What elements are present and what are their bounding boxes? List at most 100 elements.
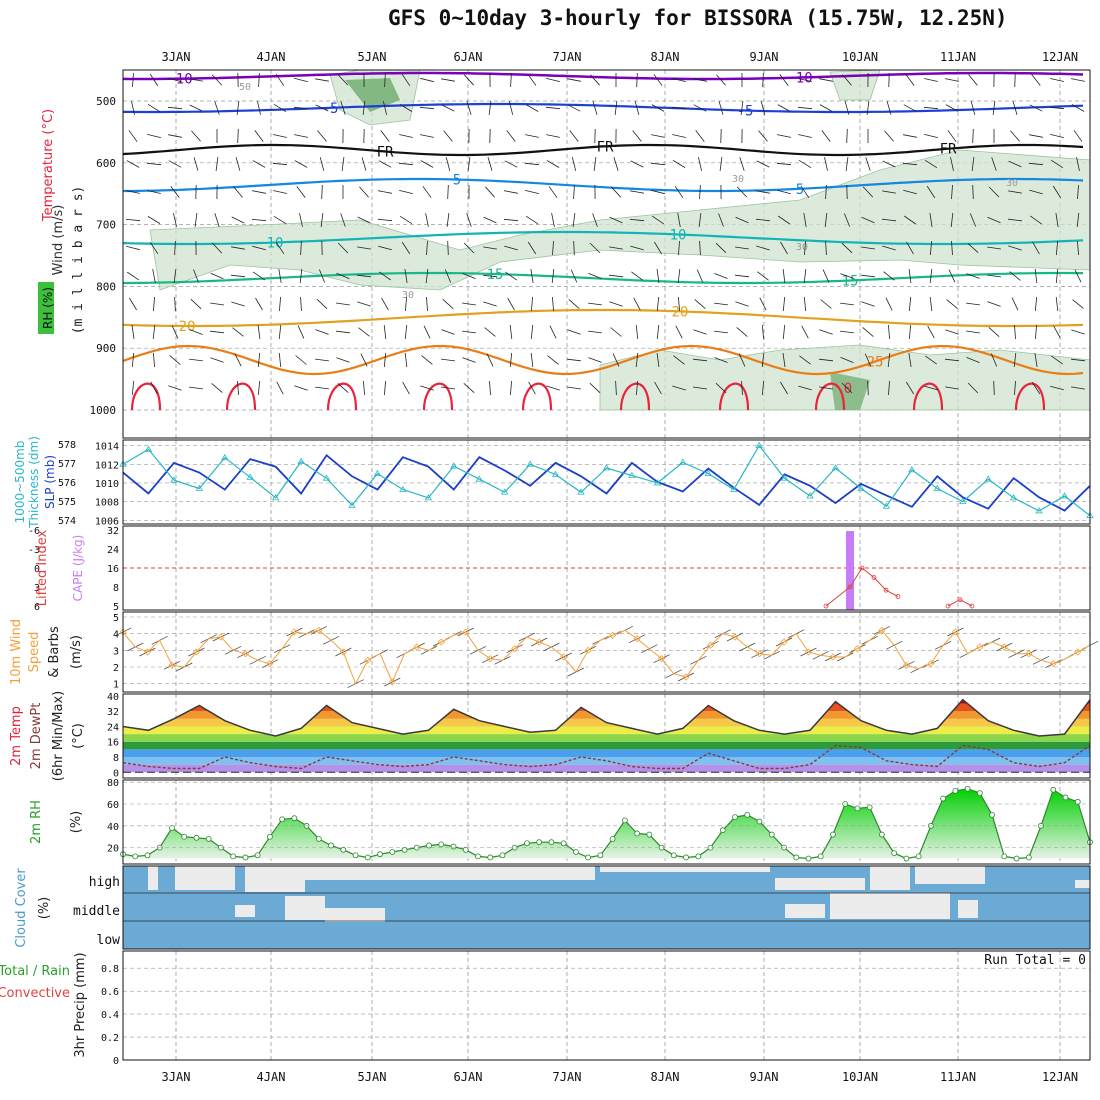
panel-frame-wind10m [122, 611, 1091, 693]
wind-barb [278, 324, 282, 340]
wind-barb [656, 296, 660, 312]
wind-barb [551, 268, 555, 284]
wind-barb [441, 104, 455, 112]
wind10m-point [584, 646, 592, 654]
wind-barb [252, 245, 266, 251]
wind10m-point [804, 648, 813, 656]
wind-barb [273, 134, 287, 138]
cloud-gap [1075, 880, 1090, 888]
slp-point [730, 485, 738, 492]
slp-point [959, 497, 967, 504]
rh2m-point [695, 853, 702, 860]
wind-barb [945, 104, 959, 112]
wind10m-point [927, 660, 935, 668]
wind-barb [718, 101, 724, 115]
cloud-gap [245, 866, 595, 880]
wind-barb [1070, 358, 1086, 362]
wind-barb [170, 186, 180, 198]
wind-barb [824, 157, 828, 171]
wind-barb [462, 357, 476, 363]
slp-point [144, 445, 153, 452]
wind-barb [950, 212, 954, 228]
date-label-bottom: 8JAN [651, 1070, 680, 1084]
li-point [957, 597, 963, 603]
wind-barb [211, 74, 223, 86]
wind-barb [547, 355, 559, 365]
rh2m-point [609, 836, 616, 842]
wind-barb [693, 386, 707, 390]
temp-contour-plus10 [122, 230, 1084, 246]
li-point [883, 587, 889, 593]
rh2m-point [879, 831, 885, 838]
temp-band [123, 711, 1090, 719]
ylabel-temp2m: 2m Temp [9, 706, 24, 766]
ylabel-cloud: Cloud Cover [14, 868, 29, 948]
wind-barb [761, 352, 765, 368]
slp-point [679, 458, 687, 465]
date-label-top: 7JAN [553, 50, 582, 64]
rh2m-point [524, 840, 530, 847]
date-label-bottom: 12JAN [1042, 1070, 1078, 1084]
wind-barb [189, 329, 203, 335]
rh-legend-swatch [38, 282, 54, 334]
wind-barb [718, 213, 724, 227]
wind-barb [1072, 299, 1084, 309]
wind-barb [1050, 134, 1064, 138]
rh2m-tick: 20 [107, 844, 119, 855]
slp-point [577, 488, 585, 495]
rh-contour-label-30: 30 [1006, 178, 1018, 189]
wind-barb [840, 357, 854, 363]
wind-barb [819, 329, 833, 335]
wind10m-point [486, 655, 494, 663]
wind-barb [1034, 353, 1038, 367]
wind-barb [462, 330, 476, 334]
wind-barb [294, 385, 308, 391]
wind-barb [908, 296, 912, 312]
wind-barb [762, 380, 764, 396]
wind-barb [714, 357, 728, 363]
slp-point [984, 475, 992, 482]
wind-barb [488, 101, 492, 115]
wind10m-point [609, 631, 617, 639]
wind-barb [546, 78, 560, 82]
wind-barb [1071, 78, 1085, 82]
wind-barb [672, 385, 686, 391]
rh2m-point [377, 851, 383, 858]
wind-barb [570, 269, 578, 283]
wind-barb [993, 380, 995, 396]
temp-band [123, 757, 1090, 765]
wind-barb [635, 324, 639, 340]
wind-barb [886, 101, 892, 115]
cloud-gap [285, 896, 325, 920]
wind-barb [825, 184, 827, 200]
wind-barb [656, 353, 660, 367]
wind-barb [1008, 190, 1022, 194]
wind-barb [924, 78, 938, 82]
temp2m-tick: 8 [113, 753, 119, 764]
wind-barb [404, 324, 408, 340]
wind-barb [527, 241, 537, 255]
wind-barb [445, 157, 451, 171]
wind-barb [821, 130, 831, 142]
wind-barb [425, 268, 429, 284]
wind-barb [777, 189, 791, 195]
wind-barb [735, 301, 749, 307]
slp-point [551, 470, 560, 477]
rh2m-point [891, 850, 898, 856]
wind-barb [399, 104, 413, 112]
wind-barb [944, 358, 960, 362]
wind-barb [230, 274, 246, 278]
panel-frame-cloud [122, 865, 1091, 950]
rh2m-point [744, 812, 751, 818]
cape-tick: 8 [113, 583, 119, 594]
slp-tick: 1010 [95, 479, 119, 490]
wind-barb [1009, 271, 1021, 281]
wind-barb [782, 353, 786, 367]
wind-barb [273, 103, 287, 113]
wind-barb [509, 324, 513, 340]
wind-barb [927, 325, 935, 339]
wind10m-point [290, 628, 298, 636]
wind-barb [251, 218, 267, 222]
wind-barb [818, 358, 834, 362]
